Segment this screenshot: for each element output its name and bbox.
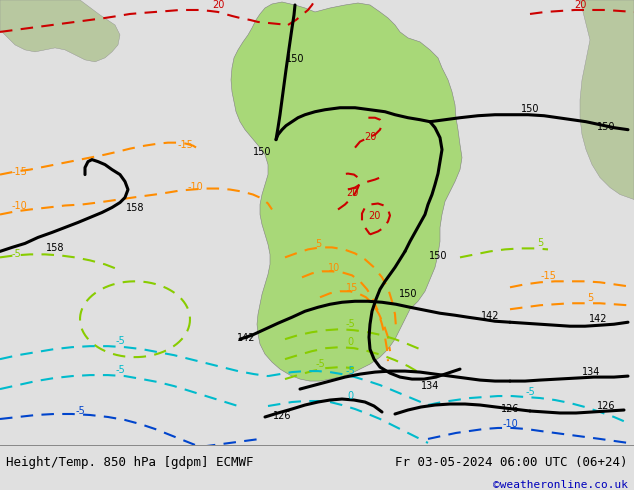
Text: -15: -15 [177,140,193,149]
Text: 20: 20 [212,0,224,10]
Text: 150: 150 [429,251,447,261]
Polygon shape [231,2,462,381]
Text: -5: -5 [525,387,535,397]
Text: 5: 5 [587,294,593,303]
Text: 20: 20 [574,0,586,10]
Text: -5: -5 [345,319,355,329]
Text: 150: 150 [521,104,540,114]
Text: 150: 150 [286,54,304,64]
Text: 150: 150 [399,289,417,299]
Text: Height/Temp. 850 hPa [gdpm] ECMWF: Height/Temp. 850 hPa [gdpm] ECMWF [6,456,254,468]
Text: 142: 142 [236,333,256,343]
Text: 142: 142 [589,314,607,324]
Text: -5: -5 [75,406,85,416]
Text: 126: 126 [597,401,615,411]
Text: 5: 5 [537,239,543,248]
Polygon shape [0,0,120,62]
Text: -5: -5 [115,365,125,375]
Text: -5: -5 [315,359,325,369]
Text: 0: 0 [347,337,353,347]
Text: -10: -10 [502,419,518,429]
Text: ©weatheronline.co.uk: ©weatheronline.co.uk [493,480,628,490]
Text: 20: 20 [368,212,380,221]
Text: -10: -10 [12,201,28,212]
Text: -10: -10 [187,181,203,192]
Text: 20: 20 [346,188,358,197]
Text: Fr 03-05-2024 06:00 UTC (06+24): Fr 03-05-2024 06:00 UTC (06+24) [395,456,628,468]
Text: 150: 150 [597,122,615,132]
Text: 142: 142 [481,311,499,321]
Text: -5: -5 [115,336,125,346]
Text: 126: 126 [273,411,291,421]
Text: 15: 15 [346,283,358,294]
Polygon shape [580,0,634,199]
Text: 134: 134 [421,381,439,391]
Text: 10: 10 [328,263,340,273]
Text: 158: 158 [126,203,145,214]
Text: 0: 0 [347,391,353,401]
Text: 150: 150 [253,147,271,157]
Text: -15: -15 [540,271,556,281]
Text: 5: 5 [315,240,321,249]
Text: -15: -15 [12,167,28,176]
Text: -5: -5 [12,249,22,259]
Text: 20: 20 [364,132,376,142]
Text: 126: 126 [501,404,519,414]
Text: -5: -5 [345,366,355,376]
Text: 158: 158 [46,244,64,253]
Text: 134: 134 [581,367,600,377]
